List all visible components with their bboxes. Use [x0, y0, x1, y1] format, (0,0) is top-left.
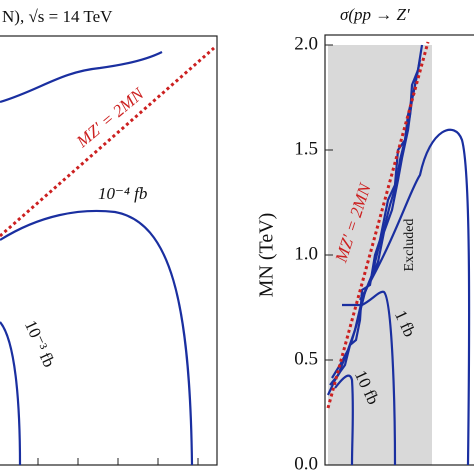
frame	[0, 35, 218, 466]
y-tick-label: 2.0	[294, 33, 318, 54]
diagonal	[0, 46, 215, 238]
contour	[0, 321, 22, 466]
y-tick-label: 1.5	[294, 138, 318, 159]
annotation: Excluded	[402, 219, 417, 272]
annotation: 10⁻⁴ fb	[98, 184, 147, 203]
frame	[324, 34, 474, 466]
y-axis-label: MN (TeV)	[256, 213, 278, 298]
contour	[0, 51, 163, 104]
panel-title: σ(pp → Z′	[340, 5, 410, 24]
contour	[0, 209, 194, 466]
y-tick-label: 0.0	[294, 453, 318, 474]
contours	[327, 44, 471, 466]
annotation: 10⁻³ fb	[21, 317, 59, 370]
panel-title: N), √s = 14 TeV	[2, 7, 113, 26]
y-tick-label: 1.0	[294, 243, 318, 264]
x-ticks	[37, 458, 199, 465]
y-tick-label: 0.5	[294, 348, 318, 369]
